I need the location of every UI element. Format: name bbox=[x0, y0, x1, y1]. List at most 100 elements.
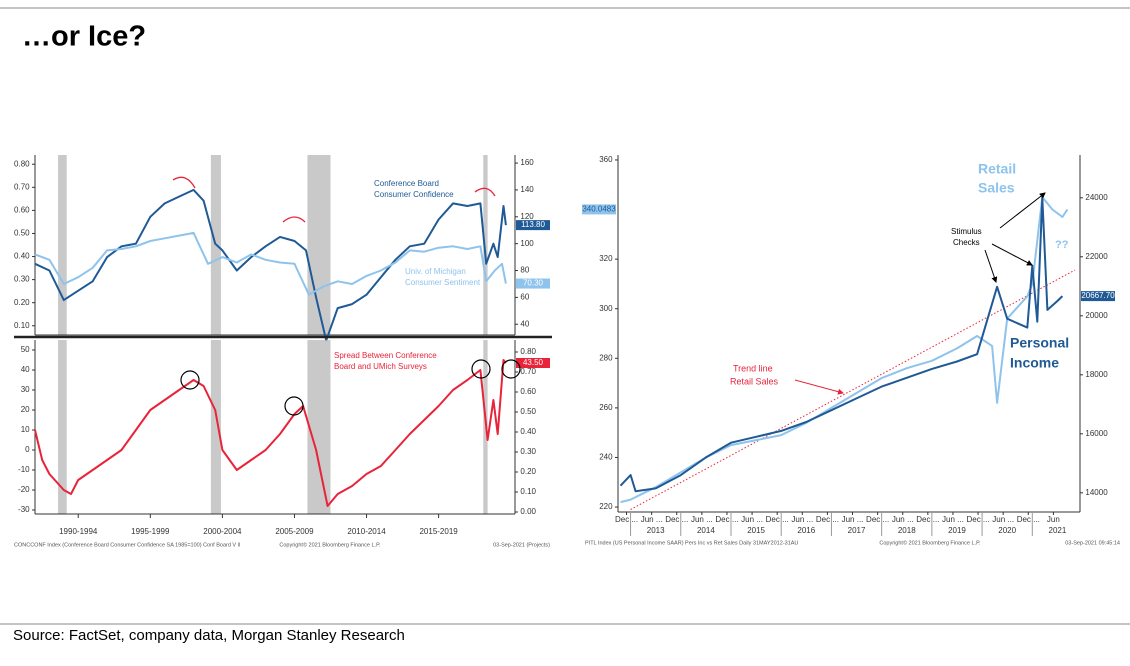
tick-label: 0.70 bbox=[14, 182, 30, 191]
source: Source: FactSet, company data, Morgan St… bbox=[13, 627, 405, 644]
x-tick-label: 2021 bbox=[1049, 526, 1067, 535]
tick-label: 20 bbox=[21, 405, 30, 414]
x-tick-label: 2015-2019 bbox=[419, 527, 458, 536]
series-line bbox=[34, 231, 507, 296]
x-minor-label: Jun bbox=[1047, 515, 1060, 524]
series-line bbox=[34, 359, 507, 507]
tick-label: 60 bbox=[520, 292, 529, 301]
last-value-label: 43.50 bbox=[523, 358, 544, 367]
x-minor-label: Dec ... bbox=[766, 515, 789, 524]
chart-footer: 03-Sep-2021 09:45:14 bbox=[1065, 540, 1120, 546]
tick-label: 22000 bbox=[1085, 252, 1108, 261]
peak-arcs bbox=[172, 176, 496, 223]
x-minor-label: Jun ... bbox=[992, 515, 1014, 524]
x-minor-label: Dec ... bbox=[966, 515, 989, 524]
tick-label: -20 bbox=[18, 485, 30, 494]
x-tick-label: 2017 bbox=[848, 526, 866, 535]
last-value-box bbox=[582, 204, 616, 215]
annotation: Retail Sales bbox=[730, 376, 779, 386]
x-minor-label: Dec ... bbox=[916, 515, 939, 524]
x-minor-label: Dec ... bbox=[1017, 515, 1040, 524]
peak-circles bbox=[180, 359, 521, 416]
annotation: Checks bbox=[953, 238, 980, 247]
x-minor-label: Dec ... bbox=[665, 515, 688, 524]
tick-label: 0 bbox=[25, 445, 30, 454]
annotation-arrows bbox=[984, 192, 1046, 283]
annotation: Sales bbox=[978, 180, 1015, 196]
tick-label: 0.40 bbox=[14, 252, 30, 261]
x-minor-label: Jun ... bbox=[842, 515, 864, 524]
chart-footer: 03-Sep-2021 (Projects) bbox=[493, 542, 550, 548]
x-tick-label: 1995-1999 bbox=[131, 527, 170, 536]
trend-arrow bbox=[794, 379, 844, 395]
x-tick-label: 2016 bbox=[797, 526, 815, 535]
x-minor-label: Jun ... bbox=[892, 515, 914, 524]
annotation: ?? bbox=[1055, 239, 1069, 251]
x-minor-label: Dec ... bbox=[866, 515, 889, 524]
tick-label: 120 bbox=[520, 212, 534, 221]
x-tick-label: 2018 bbox=[898, 526, 916, 535]
annotation: Stimulus bbox=[951, 227, 982, 236]
x-tick-label: 2014 bbox=[697, 526, 715, 535]
tick-label: 40 bbox=[520, 319, 529, 328]
tick-label: 10 bbox=[21, 425, 30, 434]
recession-band bbox=[307, 340, 331, 514]
last-value-box bbox=[516, 278, 550, 289]
tick-label: 16000 bbox=[1085, 429, 1108, 438]
series-label: Univ. of Michigan bbox=[405, 267, 466, 276]
tick-label: 0.00 bbox=[520, 507, 536, 516]
chart-footer: CONCCONF Index (Conference Board Consume… bbox=[14, 542, 240, 548]
tick-label: 260 bbox=[599, 403, 613, 412]
x-minor-label: Jun ... bbox=[741, 515, 763, 524]
tick-label: 100 bbox=[520, 239, 534, 248]
x-tick-label: 2013 bbox=[647, 526, 665, 535]
tick-label: 0.80 bbox=[520, 347, 536, 356]
tick-label: 0.60 bbox=[14, 205, 30, 214]
tick-label: 0.50 bbox=[14, 229, 30, 238]
annotation: Trend line bbox=[733, 363, 773, 373]
x-tick-label: 2019 bbox=[948, 526, 966, 535]
x-minor-label: Jun ... bbox=[942, 515, 964, 524]
tick-label: -30 bbox=[18, 505, 30, 514]
series-line bbox=[34, 188, 507, 342]
tick-label: 0.10 bbox=[14, 321, 30, 330]
x-tick-label: 2000-2004 bbox=[203, 527, 242, 536]
series-label: Spread Between Conference bbox=[334, 351, 437, 360]
x-minor-label: Jun ... bbox=[791, 515, 813, 524]
tick-label: 80 bbox=[520, 266, 529, 275]
series-label: Consumer Confidence bbox=[374, 190, 454, 199]
tick-label: 0.80 bbox=[14, 159, 30, 168]
x-tick-label: 1990-1994 bbox=[59, 527, 98, 536]
tick-label: 0.20 bbox=[520, 467, 536, 476]
series-label: Consumer Sentiment bbox=[405, 278, 481, 287]
tick-label: 24000 bbox=[1085, 193, 1108, 202]
x-tick-label: 2005-2009 bbox=[275, 527, 314, 536]
chart-footer: Copyright© 2021 Bloomberg Finance L.P. bbox=[879, 539, 981, 546]
tick-label: 240 bbox=[599, 453, 613, 462]
x-minor-label: Dec ... bbox=[615, 515, 638, 524]
last-value-box bbox=[516, 358, 550, 368]
series-label: Conference Board bbox=[374, 179, 439, 188]
tick-label: 50 bbox=[21, 345, 30, 354]
series-line bbox=[620, 196, 1069, 504]
recession-band bbox=[307, 155, 331, 335]
recession-band bbox=[58, 340, 67, 514]
tick-label: 0.30 bbox=[520, 447, 536, 456]
tick-label: 320 bbox=[599, 254, 613, 263]
last-value-label: 340.0483 bbox=[582, 205, 616, 214]
x-minor-label: Dec ... bbox=[816, 515, 839, 524]
tick-label: 0.70 bbox=[520, 367, 536, 376]
tick-label: 18000 bbox=[1085, 370, 1108, 379]
annotation: Personal bbox=[1010, 335, 1069, 351]
tick-label: 220 bbox=[599, 502, 613, 511]
tick-label: 14000 bbox=[1085, 488, 1108, 497]
last-value-label: 20667.70 bbox=[1081, 291, 1115, 300]
last-value-label: 70.30 bbox=[523, 279, 544, 288]
recession-band bbox=[58, 155, 67, 335]
tick-label: -10 bbox=[18, 465, 30, 474]
slide-title: …or Ice? bbox=[22, 21, 146, 53]
annotation: Income bbox=[1010, 355, 1059, 371]
x-tick-label: 2020 bbox=[998, 526, 1016, 535]
series-label: Board and UMich Surveys bbox=[334, 362, 427, 371]
